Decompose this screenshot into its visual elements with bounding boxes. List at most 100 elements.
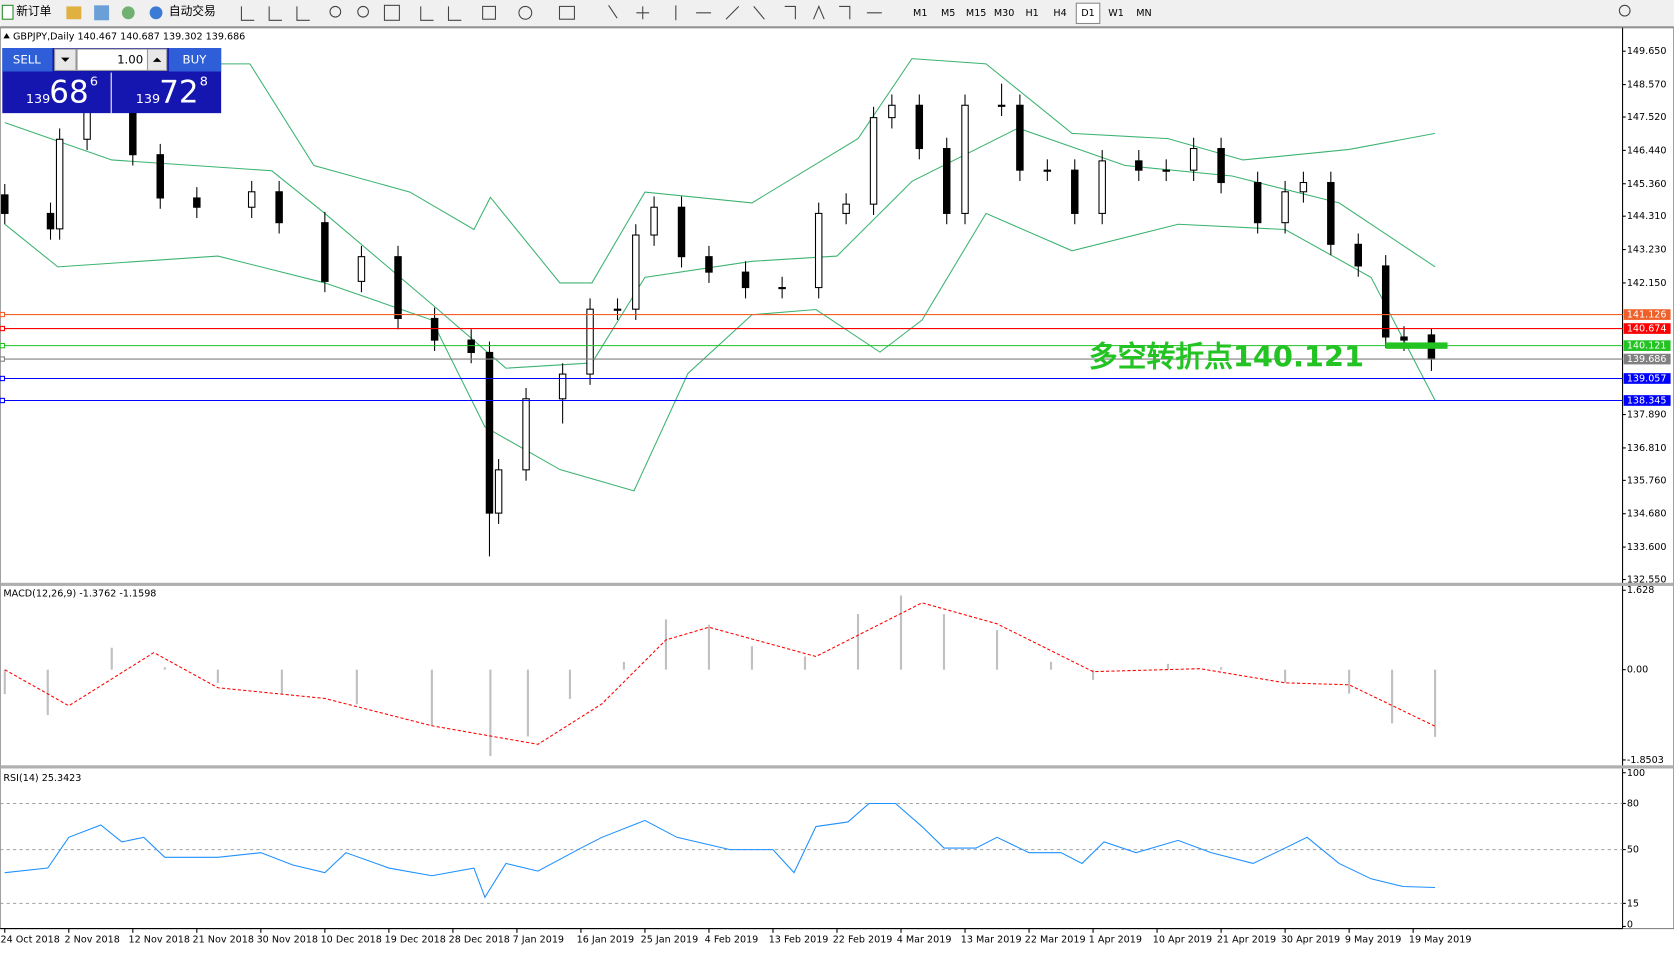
- timeframe-button[interactable]: M1: [913, 8, 927, 19]
- timeframe-button[interactable]: M30: [994, 8, 1015, 19]
- new-order-button[interactable]: 新订单: [16, 4, 51, 18]
- icon[interactable]: [94, 5, 110, 21]
- scroll-icons[interactable]: [420, 6, 462, 21]
- ask-point: 8: [200, 75, 208, 90]
- candle-body: [677, 206, 686, 258]
- candle-body: [842, 203, 850, 214]
- x-tick-label: 7 Jan 2019: [513, 934, 564, 945]
- candle-body: [467, 339, 475, 353]
- candle-body: [1253, 181, 1262, 224]
- signal-line: [4, 602, 1436, 745]
- search[interactable]: [1618, 4, 1631, 17]
- tile[interactable]: [383, 4, 400, 21]
- y-tick-label: 148.570: [1627, 80, 1667, 91]
- rsi-title: RSI(14) 25.3423: [3, 773, 81, 784]
- line-anchor: [0, 375, 6, 382]
- candle-body: [961, 104, 969, 214]
- bid-big: 68: [49, 74, 88, 110]
- y-tick-label: 50: [1627, 845, 1639, 856]
- buy-button[interactable]: [168, 48, 222, 72]
- y-tick-label: 136.810: [1627, 443, 1667, 454]
- x-tick-label: 13 Feb 2019: [769, 934, 829, 945]
- timeframe-button[interactable]: D1: [1081, 8, 1095, 19]
- candle-body: [1217, 147, 1225, 184]
- candle-body: [1381, 265, 1390, 338]
- x-tick-label: 10 Apr 2019: [1153, 934, 1212, 945]
- template-icon[interactable]: [558, 5, 575, 20]
- candle-body: [1281, 191, 1289, 224]
- icon[interactable]: [121, 6, 135, 20]
- candle-body: [814, 212, 823, 289]
- candle-body: [1299, 181, 1308, 193]
- candle-body: [522, 398, 530, 471]
- line-anchor: [0, 311, 6, 318]
- y-tick-label: 100: [1627, 768, 1645, 779]
- pivot-marker: [1385, 342, 1448, 349]
- candle-body: [485, 351, 494, 514]
- lots-value: 1.00: [117, 52, 143, 66]
- x-tick-label: 12 Nov 2018: [129, 934, 190, 945]
- timeframe-button[interactable]: W1: [1108, 8, 1124, 19]
- x-tick-label: 4 Mar 2019: [897, 934, 952, 945]
- candle-body: [430, 317, 439, 341]
- y-tick-label: -1.8503: [1627, 755, 1664, 766]
- candle-body: [1016, 104, 1024, 171]
- timeframe-button[interactable]: M5: [941, 8, 955, 19]
- price-label-bg: [1623, 309, 1671, 320]
- zoom-in[interactable]: [329, 5, 342, 18]
- y-tick-label: 15: [1627, 898, 1639, 909]
- x-tick-label: 25 Jan 2019: [641, 934, 699, 945]
- candle-body: [275, 191, 283, 224]
- price-label: 139.057: [1627, 373, 1667, 384]
- x-tick-label: 19 Dec 2018: [385, 934, 446, 945]
- timeframe-button[interactable]: MN: [1136, 8, 1151, 19]
- candle-body: [394, 256, 402, 319]
- candle-body: [357, 256, 366, 282]
- timeframe-button[interactable]: H4: [1053, 8, 1066, 19]
- candle-body: [888, 104, 896, 119]
- tool-icons: [240, 4, 1631, 21]
- plot: 149.650 148.570 147.520 146.440 145.360 144.3…: [0, 46, 1671, 945]
- timeframe-button[interactable]: H1: [1025, 8, 1038, 19]
- candle-body: [1135, 160, 1143, 171]
- candle-body: [1327, 181, 1335, 245]
- x-tick-label: 10 Dec 2018: [321, 934, 382, 945]
- sell-label[interactable]: SELL: [13, 52, 41, 66]
- bollinger-band: [4, 122, 1436, 369]
- timeframe-button[interactable]: M15: [966, 8, 987, 19]
- price-label-bg: [1623, 323, 1671, 334]
- icon[interactable]: [66, 6, 82, 20]
- chart-frame: [0, 27, 1674, 930]
- candle-body: [1354, 243, 1363, 267]
- x-tick-label: 24 Oct 2018: [1, 934, 60, 945]
- candle-body: [46, 212, 55, 230]
- rsi-line: [4, 802, 1436, 899]
- zoom-out[interactable]: [357, 5, 369, 18]
- candle-body: [247, 191, 256, 208]
- arrow: [152, 57, 162, 62]
- y-tick-label: 135.760: [1627, 475, 1667, 486]
- buy-label[interactable]: BUY: [183, 52, 208, 66]
- indicator-icon[interactable]: [482, 5, 496, 20]
- x-tick-label: 2 Nov 2018: [65, 934, 120, 945]
- x-tick-label: 1 Apr 2019: [1089, 934, 1142, 945]
- draw-tools[interactable]: [608, 5, 882, 21]
- auto-trading-button[interactable]: 自动交易: [169, 4, 216, 18]
- candle-body: [193, 197, 201, 208]
- candle-body: [1098, 160, 1106, 214]
- x-tick-label: 19 May 2019: [1409, 934, 1472, 945]
- chart-icons[interactable]: [240, 6, 310, 21]
- candle-body: [55, 138, 64, 230]
- chart-title: GBPJPY,Daily 140.467 140.687 139.302 139…: [13, 31, 245, 42]
- x-tick-label: 22 Feb 2019: [833, 934, 893, 945]
- sell-button[interactable]: [2, 48, 53, 72]
- line-anchor: [0, 342, 6, 349]
- auto-trading-icon: [149, 6, 163, 20]
- x-tick-label: 22 Mar 2019: [1025, 934, 1086, 945]
- period-icon[interactable]: [518, 5, 533, 20]
- y-tick-label: 1.628: [1627, 585, 1654, 596]
- candle-body: [321, 222, 329, 282]
- candle-body: [1400, 336, 1408, 341]
